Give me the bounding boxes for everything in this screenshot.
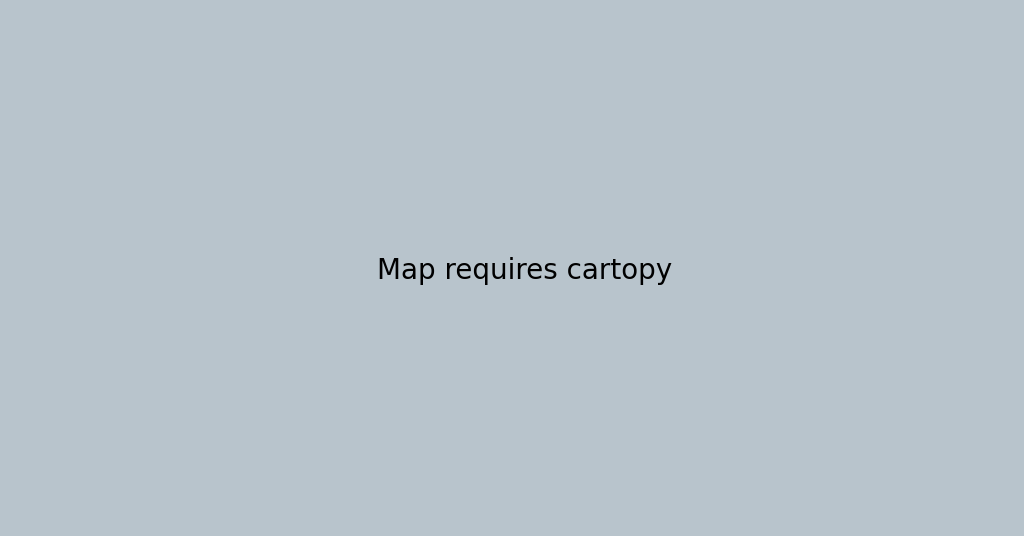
Text: Map requires cartopy: Map requires cartopy [377, 257, 673, 285]
